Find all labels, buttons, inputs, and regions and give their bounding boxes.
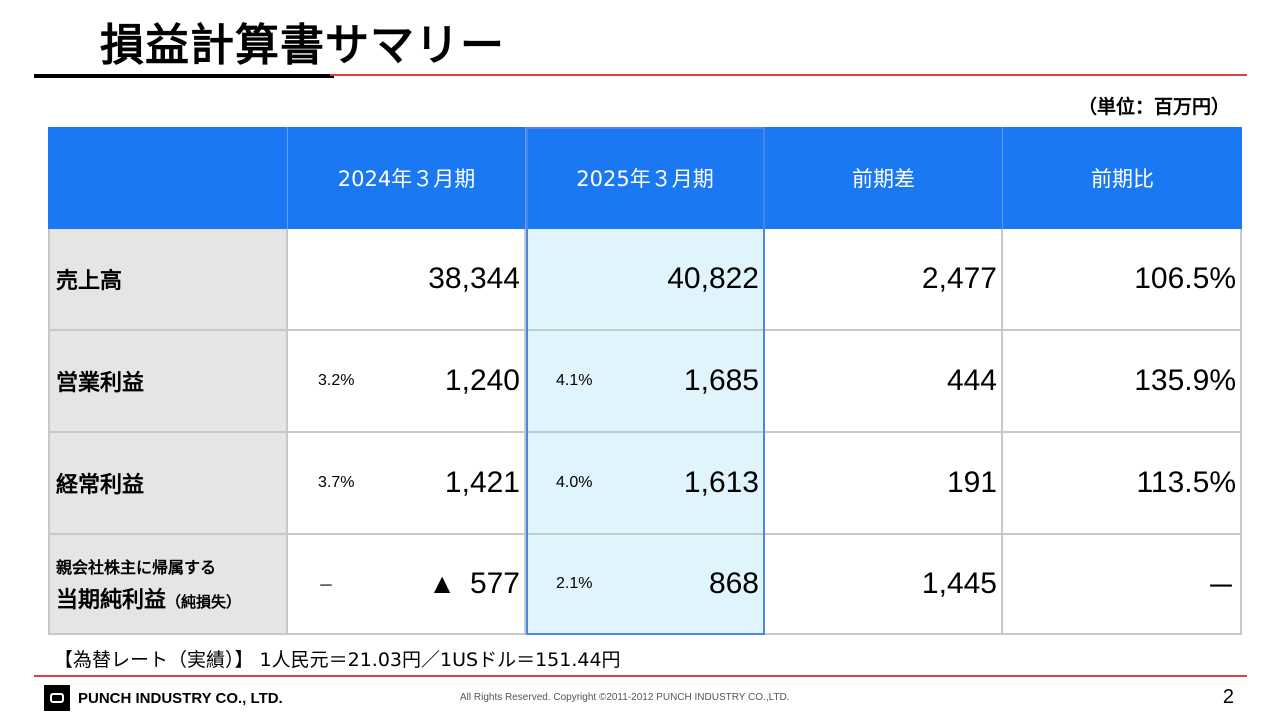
header-fy2025: 2025年３月期: [526, 127, 765, 229]
title-underline-black: [34, 74, 334, 78]
value: 444: [946, 364, 997, 397]
cell-operating-ratio: 135.9%: [1003, 331, 1242, 433]
title-underline-red: [330, 74, 1247, 76]
page-number: 2: [1222, 686, 1234, 708]
value: 40,822: [667, 262, 759, 295]
cell-sales-ratio: 106.5%: [1003, 229, 1242, 331]
cell-sales-diff: 2,477: [765, 229, 1003, 331]
header-ratio: 前期比: [1003, 127, 1242, 229]
header-fy2024: 2024年３月期: [288, 127, 526, 229]
row-label-line2: 当期純利益（純損失）: [56, 582, 241, 614]
cell-ordinary-fy2025: 4.0% 1,613: [526, 433, 765, 535]
cell-operating-fy2025: 4.1% 1,685: [526, 331, 765, 433]
cell-operating-diff: 444: [765, 331, 1003, 433]
footer-rule: [34, 675, 1247, 677]
value: 1,445: [921, 567, 997, 600]
value: 38,344: [428, 262, 520, 295]
value: 2,477: [921, 262, 997, 295]
value: 577: [469, 567, 520, 600]
value: 1,685: [683, 364, 759, 397]
fx-rate-note: 【為替レート（実績）】 1人民元＝21.03円／1USドル＝151.44円: [54, 649, 621, 671]
cell-sales-fy2025: 40,822: [526, 229, 765, 331]
value-with-marker: ▲ 577: [428, 535, 520, 633]
value: 1,240: [444, 364, 520, 397]
cell-net-ratio: －: [1003, 535, 1242, 635]
row-label-line1: 親会社株主に帰属する: [56, 558, 217, 577]
margin-pct: 2.1%: [556, 575, 593, 592]
cell-ordinary-fy2024: 3.7% 1,421: [288, 433, 526, 535]
value: 191: [946, 466, 997, 499]
value: 135.9%: [1134, 364, 1236, 397]
cell-ordinary-diff: 191: [765, 433, 1003, 535]
value: 1,613: [683, 466, 759, 499]
row-label-suffix: （純損失）: [166, 593, 242, 611]
cell-sales-fy2024: 38,344: [288, 229, 526, 331]
margin-pct: 3.2%: [318, 372, 355, 389]
value: 106.5%: [1134, 262, 1236, 295]
value: 113.5%: [1136, 466, 1236, 499]
row-label-sales: 売上高: [48, 229, 288, 331]
loss-triangle-icon: ▲: [428, 568, 456, 599]
cell-net-diff: 1,445: [765, 535, 1003, 635]
value: －: [1206, 571, 1236, 604]
row-label-ordinary-income: 経常利益: [48, 433, 288, 535]
row-label-main: 当期純利益: [56, 588, 167, 613]
punch-logo-icon: [44, 685, 70, 711]
page-title: 損益計算書サマリー: [100, 20, 505, 71]
cell-net-fy2024: － ▲ 577: [288, 535, 526, 635]
header-diff: 前期差: [765, 127, 1003, 229]
margin-pct: 3.7%: [318, 474, 355, 491]
copyright: All Rights Reserved. Copyright ©2011-201…: [460, 692, 790, 703]
unit-note: （単位：百万円）: [1077, 96, 1230, 118]
pl-summary-table: 2024年３月期 2025年３月期 前期差 前期比 売上高 38,344 40,…: [48, 127, 1242, 635]
row-label-operating-income: 営業利益: [48, 331, 288, 433]
margin-pct: 4.0%: [556, 474, 593, 491]
company-name: PUNCH INDUSTRY CO., LTD.: [78, 689, 283, 707]
header-empty: [48, 127, 288, 229]
value: 868: [708, 567, 759, 600]
cell-ordinary-ratio: 113.5%: [1003, 433, 1242, 535]
margin-pct: －: [318, 578, 335, 595]
cell-operating-fy2024: 3.2% 1,240: [288, 331, 526, 433]
value: 1,421: [444, 466, 520, 499]
company-logo: PUNCH INDUSTRY CO., LTD.: [44, 685, 283, 711]
cell-net-fy2025: 2.1% 868: [526, 535, 765, 635]
row-label-net-income: 親会社株主に帰属する 当期純利益（純損失）: [48, 535, 288, 635]
margin-pct: 4.1%: [556, 372, 593, 389]
